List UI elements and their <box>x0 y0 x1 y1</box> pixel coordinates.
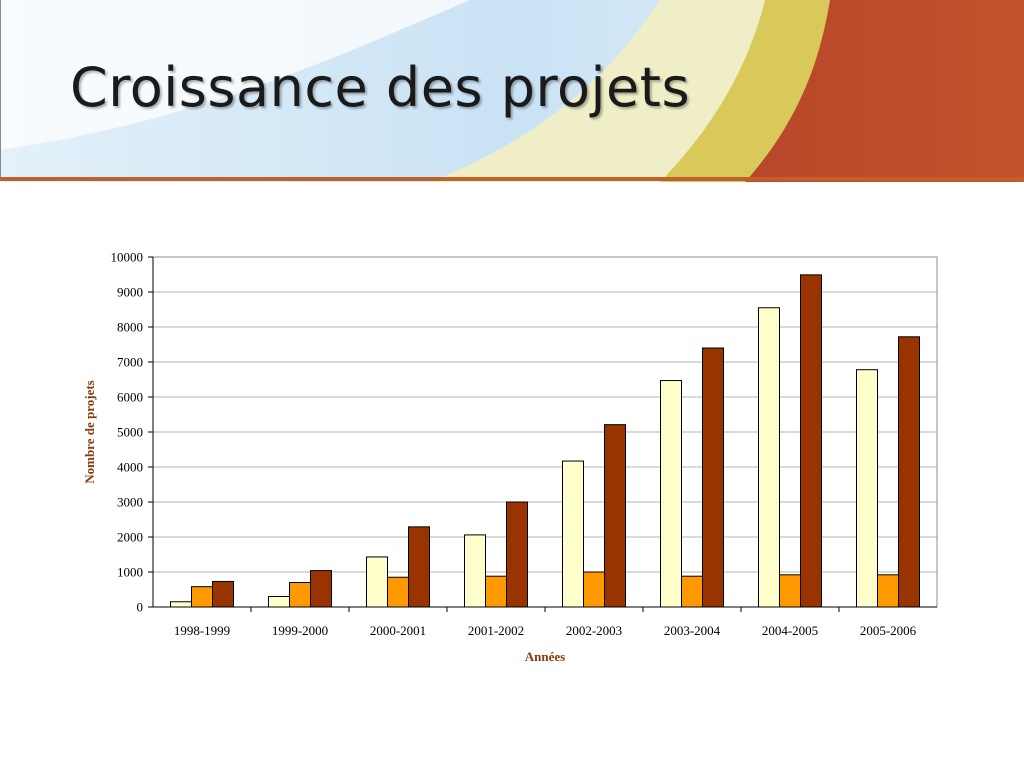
banner-left-edge <box>0 0 1 180</box>
bar <box>464 534 486 608</box>
bar <box>408 526 430 608</box>
bar <box>856 369 878 608</box>
y-tick-label: 9000 <box>117 285 143 300</box>
bar <box>562 460 584 608</box>
bar <box>779 574 801 608</box>
x-tick-label: 1999-2000 <box>272 623 328 638</box>
x-tick-label: 2001-2002 <box>468 623 524 638</box>
bar <box>660 380 682 608</box>
banner-white-swoosh <box>0 0 470 150</box>
bar <box>366 556 388 608</box>
bars <box>170 274 920 608</box>
banner-rust-band <box>745 0 1024 182</box>
y-tick-label: 4000 <box>117 460 143 475</box>
bar <box>387 576 409 608</box>
y-axis-title: Nombre de projets <box>82 380 97 484</box>
bar <box>681 575 703 608</box>
y-tick-label: 6000 <box>117 390 143 405</box>
bar <box>506 501 528 608</box>
y-tick-label: 2000 <box>117 530 143 545</box>
bar <box>758 307 780 608</box>
bar <box>604 424 626 608</box>
y-tick-label: 0 <box>137 600 144 615</box>
bar <box>212 580 234 608</box>
bar <box>877 574 899 608</box>
bar <box>485 575 507 608</box>
y-tick-labels: 0 1000 2000 3000 4000 5000 6000 7000 8000 9000 100… <box>111 250 153 615</box>
x-tick-label: 2002-2003 <box>566 623 622 638</box>
bar <box>170 601 192 608</box>
x-tick-label: 2000-2001 <box>370 623 426 638</box>
y-tick-label: 1000 <box>117 565 143 580</box>
bar <box>268 596 290 608</box>
y-tick-label: 5000 <box>117 425 143 440</box>
bar <box>583 571 605 608</box>
bar <box>800 274 822 608</box>
bar <box>310 570 332 608</box>
x-tick-label: 1998-1999 <box>174 623 230 638</box>
bar <box>289 582 311 608</box>
bar <box>702 347 724 608</box>
x-tick-labels: 1998-1999 1999-2000 2000-2001 2001-2002 2002… <box>174 607 917 638</box>
slide-title: Croissance des projets <box>70 56 691 119</box>
x-axis-title: Années <box>525 649 565 664</box>
x-tick-label: 2003-2004 <box>664 623 721 638</box>
banner-graphic <box>0 0 1024 182</box>
header-banner <box>0 0 1024 182</box>
x-tick-label: 2005-2006 <box>860 623 917 638</box>
banner-rule <box>0 177 1024 181</box>
y-tick-label: 7000 <box>117 355 143 370</box>
y-tick-label: 8000 <box>117 320 143 335</box>
y-tick-label: 3000 <box>117 495 143 510</box>
bar <box>898 336 920 608</box>
bar <box>191 586 213 608</box>
y-tick-label: 10000 <box>111 250 144 265</box>
x-tick-label: 2004-2005 <box>762 623 818 638</box>
